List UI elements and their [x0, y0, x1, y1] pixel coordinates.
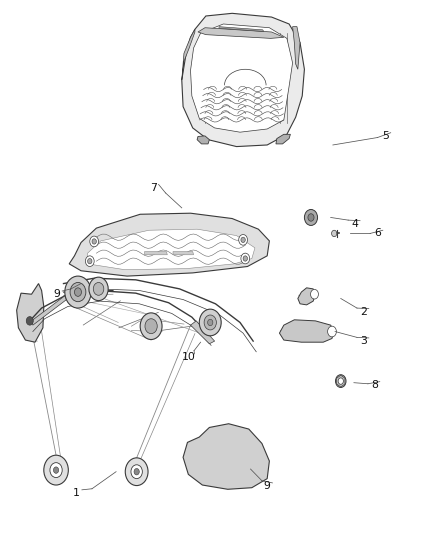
- Text: 7: 7: [150, 183, 157, 192]
- Polygon shape: [191, 321, 215, 344]
- Text: 2: 2: [360, 307, 367, 317]
- Polygon shape: [88, 229, 255, 270]
- Text: 9: 9: [53, 289, 60, 299]
- Circle shape: [208, 319, 213, 326]
- Circle shape: [92, 239, 96, 244]
- Circle shape: [50, 463, 62, 478]
- Circle shape: [243, 256, 247, 261]
- Circle shape: [204, 315, 216, 330]
- Circle shape: [90, 236, 99, 247]
- Circle shape: [140, 313, 162, 340]
- Polygon shape: [182, 13, 304, 147]
- Polygon shape: [145, 252, 167, 255]
- Polygon shape: [336, 375, 345, 387]
- Circle shape: [239, 235, 247, 245]
- Circle shape: [93, 282, 104, 295]
- Polygon shape: [298, 288, 315, 305]
- Polygon shape: [69, 213, 269, 276]
- Circle shape: [53, 467, 59, 473]
- Circle shape: [241, 237, 245, 243]
- Circle shape: [338, 378, 343, 384]
- Polygon shape: [173, 252, 194, 255]
- Polygon shape: [182, 29, 195, 80]
- Text: 5: 5: [382, 131, 389, 141]
- Polygon shape: [219, 27, 264, 31]
- Polygon shape: [191, 24, 293, 132]
- Circle shape: [304, 209, 318, 225]
- Text: 8: 8: [371, 380, 378, 390]
- Polygon shape: [197, 136, 209, 144]
- Circle shape: [332, 230, 337, 237]
- Text: 1: 1: [73, 488, 80, 498]
- Polygon shape: [183, 424, 269, 489]
- Circle shape: [88, 259, 92, 264]
- Circle shape: [328, 326, 336, 337]
- Text: 4: 4: [351, 219, 358, 229]
- Circle shape: [74, 288, 81, 296]
- Polygon shape: [32, 296, 67, 325]
- Text: 3: 3: [360, 336, 367, 346]
- Circle shape: [44, 455, 68, 485]
- Text: 6: 6: [374, 229, 381, 238]
- Polygon shape: [17, 284, 44, 342]
- Circle shape: [199, 309, 221, 336]
- Text: 10: 10: [182, 352, 196, 362]
- Circle shape: [26, 317, 33, 325]
- Polygon shape: [276, 134, 290, 144]
- Polygon shape: [198, 28, 284, 38]
- Circle shape: [125, 458, 148, 486]
- Circle shape: [308, 214, 314, 221]
- Circle shape: [70, 282, 86, 302]
- Circle shape: [336, 375, 346, 387]
- Circle shape: [89, 277, 108, 301]
- Circle shape: [131, 465, 142, 479]
- Polygon shape: [279, 320, 334, 342]
- Circle shape: [65, 276, 91, 308]
- Circle shape: [241, 253, 250, 264]
- Circle shape: [311, 289, 318, 299]
- Circle shape: [85, 256, 94, 266]
- Polygon shape: [293, 27, 300, 69]
- Circle shape: [134, 469, 139, 475]
- Text: 9: 9: [264, 481, 271, 491]
- Circle shape: [145, 319, 157, 334]
